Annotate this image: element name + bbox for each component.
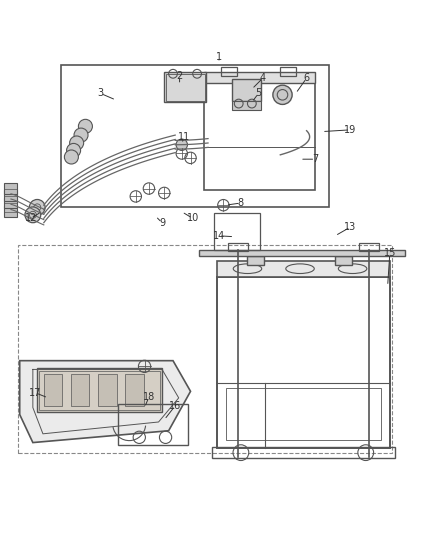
Text: 9: 9 [159, 217, 165, 228]
Text: 1: 1 [216, 52, 222, 62]
Bar [4, 190, 17, 201]
Text: 3: 3 [98, 88, 104, 99]
Text: 4: 4 [260, 73, 266, 83]
Circle shape [273, 85, 292, 104]
Text: 11: 11 [178, 132, 190, 142]
Bar [212, 447, 395, 458]
Bar [221, 67, 237, 76]
Circle shape [25, 207, 41, 223]
Bar [164, 72, 206, 102]
Bar [359, 243, 379, 251]
Bar [39, 371, 160, 410]
Bar [199, 251, 405, 256]
Bar [217, 261, 390, 278]
Bar [280, 67, 296, 76]
Circle shape [70, 136, 84, 150]
Bar [232, 79, 261, 101]
Bar [71, 374, 89, 406]
Bar [226, 388, 381, 440]
Text: 12: 12 [25, 213, 37, 223]
Bar [4, 183, 17, 194]
Text: 8: 8 [238, 198, 244, 208]
Text: 2: 2 [177, 71, 183, 81]
Circle shape [64, 150, 78, 164]
Bar [4, 198, 17, 208]
Text: 19: 19 [344, 125, 357, 135]
Bar [217, 278, 390, 448]
Bar [166, 74, 205, 101]
Bar [44, 374, 62, 406]
Polygon shape [20, 361, 191, 442]
Circle shape [74, 128, 88, 142]
Bar [4, 206, 17, 217]
Bar [214, 213, 260, 250]
Text: 5: 5 [255, 88, 261, 99]
Bar [335, 255, 352, 265]
Text: 18: 18 [143, 392, 155, 402]
Bar [228, 243, 248, 251]
Text: 17: 17 [29, 387, 41, 398]
Bar [37, 368, 162, 412]
Text: 15: 15 [384, 248, 396, 259]
Bar [118, 403, 188, 445]
Circle shape [67, 143, 81, 157]
Bar [232, 101, 261, 110]
Circle shape [176, 139, 187, 150]
Bar [125, 374, 144, 406]
Bar [204, 83, 315, 190]
Text: 7: 7 [312, 154, 318, 164]
Text: 16: 16 [169, 401, 181, 411]
Text: 10: 10 [187, 213, 199, 223]
Circle shape [78, 119, 92, 133]
Bar [98, 374, 117, 406]
Text: 6: 6 [304, 73, 310, 83]
Bar [204, 71, 315, 83]
Bar [61, 65, 328, 207]
Bar [18, 245, 392, 453]
Text: 13: 13 [344, 222, 357, 232]
Bar [247, 255, 264, 265]
Circle shape [29, 199, 45, 215]
Text: 14: 14 [213, 231, 225, 241]
